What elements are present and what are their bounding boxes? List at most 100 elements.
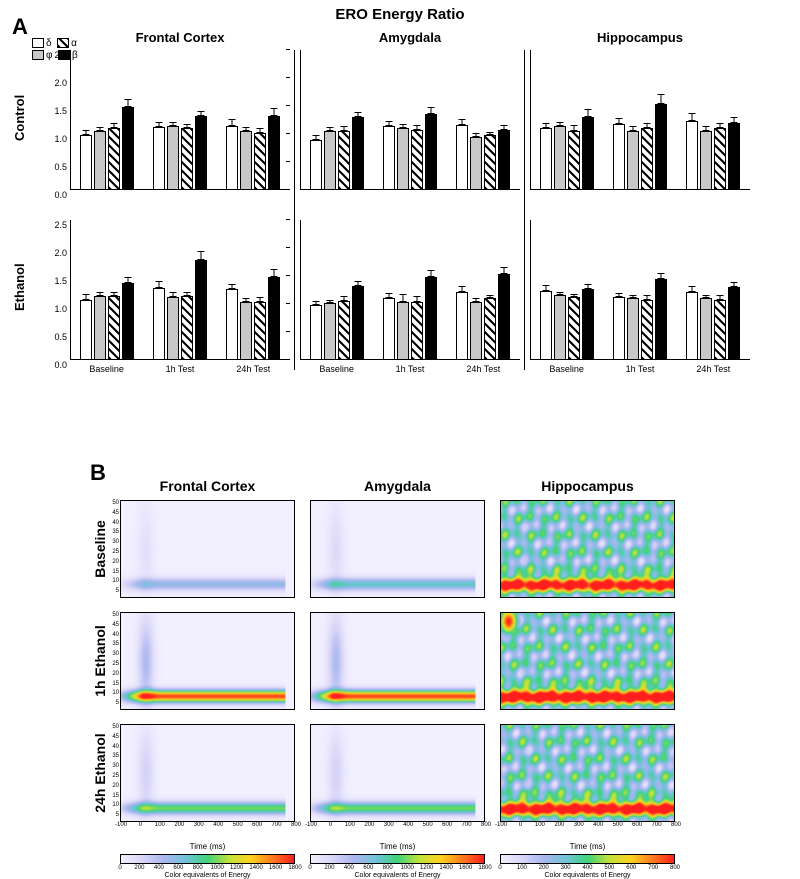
row-label: Ethanol bbox=[12, 263, 27, 311]
x-category: 24h Test bbox=[466, 364, 500, 374]
colorbar-tick: 800 bbox=[670, 864, 680, 871]
heatmap bbox=[500, 500, 675, 598]
error-bar bbox=[661, 273, 662, 280]
error-bar bbox=[587, 284, 588, 290]
bar-subplot bbox=[530, 50, 750, 190]
legend-label-phi: φ bbox=[46, 50, 52, 61]
hm-xtick: 800 bbox=[481, 821, 491, 828]
bar bbox=[310, 140, 322, 190]
bar bbox=[324, 131, 336, 190]
error-bar bbox=[260, 297, 261, 301]
bar bbox=[167, 126, 179, 190]
hm-ytick: 35 bbox=[112, 753, 121, 759]
bar bbox=[122, 283, 134, 360]
colorbar-tick: 1000 bbox=[401, 864, 414, 871]
hm-ytick: 40 bbox=[112, 632, 121, 638]
bar bbox=[425, 277, 437, 360]
bar bbox=[498, 274, 510, 360]
hm-xtick: 200 bbox=[364, 821, 374, 828]
error-bar bbox=[315, 301, 316, 305]
hm-xtick: 0 bbox=[519, 821, 522, 828]
b-row-label: 24h Ethanol bbox=[92, 723, 108, 823]
error-bar bbox=[720, 123, 721, 129]
bar bbox=[383, 298, 395, 360]
error-bar bbox=[343, 126, 344, 130]
bar bbox=[554, 126, 566, 190]
colorbar-tick: 200 bbox=[324, 864, 334, 871]
hm-xtick: 400 bbox=[403, 821, 413, 828]
bar bbox=[700, 131, 712, 190]
hm-ytick: 30 bbox=[112, 763, 121, 769]
bar bbox=[240, 302, 252, 360]
error-bar bbox=[274, 108, 275, 116]
error-bar bbox=[187, 124, 188, 128]
colorbar-tick: 1600 bbox=[269, 864, 282, 871]
y-tick: 0.5 bbox=[54, 162, 70, 172]
bar bbox=[397, 302, 409, 360]
colorbar-tick: 400 bbox=[154, 864, 164, 871]
y-tick: 1.5 bbox=[54, 106, 70, 116]
error-bar bbox=[431, 107, 432, 114]
bar bbox=[383, 126, 395, 190]
region-divider bbox=[294, 50, 295, 370]
bar bbox=[268, 277, 280, 360]
error-bar bbox=[417, 296, 418, 302]
bar-subplot bbox=[300, 50, 520, 190]
bar bbox=[94, 131, 106, 190]
error-bar bbox=[633, 126, 634, 130]
hm-xtick: 700 bbox=[652, 821, 662, 828]
bar bbox=[613, 124, 625, 190]
error-bar bbox=[173, 122, 174, 126]
hm-ytick: 50 bbox=[112, 612, 121, 618]
x-axis-label: Time (ms) bbox=[120, 842, 295, 851]
bar bbox=[226, 126, 238, 190]
bar bbox=[240, 131, 252, 190]
hm-xtick: 300 bbox=[384, 821, 394, 828]
bar bbox=[352, 117, 364, 190]
bar bbox=[254, 302, 266, 360]
row-label: Control bbox=[12, 95, 27, 141]
bar bbox=[226, 289, 238, 360]
error-bar bbox=[113, 123, 114, 129]
bar bbox=[627, 298, 639, 360]
hm-xtick: 500 bbox=[423, 821, 433, 828]
bar bbox=[352, 286, 364, 360]
error-bar bbox=[260, 128, 261, 132]
y-tick: 1.0 bbox=[54, 304, 70, 314]
bar bbox=[568, 131, 580, 190]
error-bar bbox=[246, 298, 247, 301]
bar bbox=[627, 131, 639, 190]
colorbar-tick: 200 bbox=[539, 864, 549, 871]
colorbar-tick: 400 bbox=[582, 864, 592, 871]
hm-xtick: 600 bbox=[252, 821, 262, 828]
colorbar-tick: 800 bbox=[193, 864, 203, 871]
legend-swatch-alpha bbox=[57, 38, 69, 48]
error-bar bbox=[201, 251, 202, 260]
bar-subplot: 0.00.51.01.52.02.5 bbox=[70, 50, 290, 190]
error-bar bbox=[232, 284, 233, 290]
bar bbox=[195, 116, 207, 190]
x-axis-label: Time (ms) bbox=[500, 842, 675, 851]
region-title: Amygdala bbox=[300, 30, 520, 45]
hm-ytick: 20 bbox=[112, 783, 121, 789]
error-bar bbox=[647, 295, 648, 299]
bar bbox=[254, 133, 266, 190]
region-divider bbox=[524, 50, 525, 370]
x-category: 24h Test bbox=[236, 364, 270, 374]
x-category: Baseline bbox=[549, 364, 584, 374]
hm-xtick: 300 bbox=[574, 821, 584, 828]
error-bar bbox=[159, 122, 160, 128]
hm-xtick: 400 bbox=[213, 821, 223, 828]
hm-xtick: -100 bbox=[305, 821, 317, 828]
x-category: Baseline bbox=[89, 364, 124, 374]
bar bbox=[80, 300, 92, 360]
y-tick: 2.0 bbox=[54, 248, 70, 258]
legend-swatch-phi bbox=[32, 50, 44, 60]
hm-xtick: 500 bbox=[233, 821, 243, 828]
y-tick: 2.5 bbox=[54, 220, 70, 230]
error-bar bbox=[127, 277, 128, 283]
error-bar bbox=[417, 125, 418, 129]
hm-xtick: 0 bbox=[329, 821, 332, 828]
colorbar-tick: 0 bbox=[498, 864, 501, 871]
hm-ytick: 50 bbox=[112, 500, 121, 506]
